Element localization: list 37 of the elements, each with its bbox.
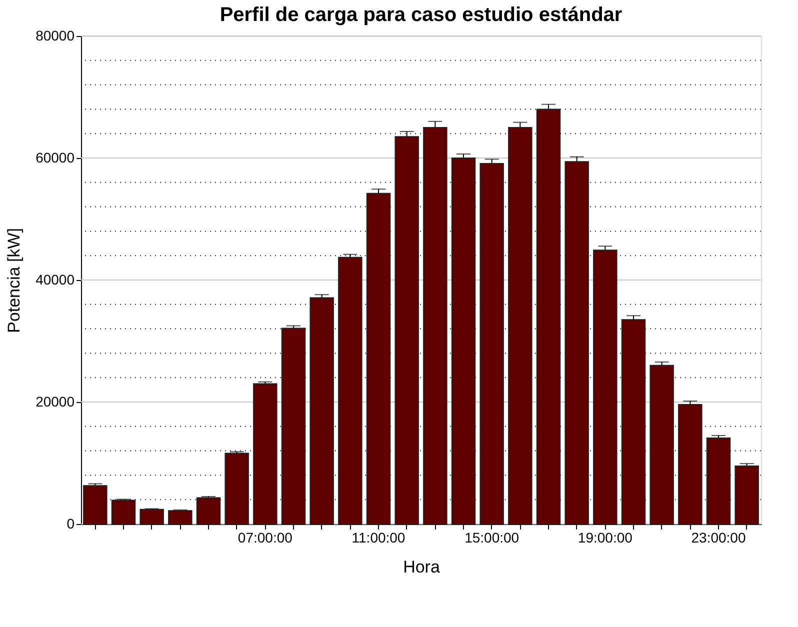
y-tick-label: 80000 (36, 28, 75, 44)
x-tick-label: 19:00:00 (578, 530, 633, 546)
bar (281, 328, 306, 524)
chart-title: Perfil de carga para caso estudio estándar (220, 4, 622, 26)
bar (140, 508, 164, 524)
x-tick-label: 15:00:00 (464, 530, 520, 546)
bar (111, 500, 136, 524)
bar (168, 510, 192, 524)
bar (423, 127, 448, 524)
bar (734, 466, 759, 524)
bar (83, 485, 108, 524)
bar (650, 364, 674, 524)
y-tick-label: 60000 (36, 150, 75, 166)
y-axis-title: Potencia [kW] (4, 228, 24, 333)
bar (593, 250, 618, 524)
bar (253, 383, 278, 524)
bar (564, 161, 589, 524)
y-tick-label: 0 (66, 516, 75, 532)
bar (621, 319, 646, 524)
bar (196, 497, 221, 524)
bar (508, 127, 532, 524)
bar (536, 108, 561, 524)
x-tick-label: 07:00:00 (238, 530, 293, 546)
bar (678, 404, 702, 524)
bar (310, 297, 334, 524)
bar (706, 437, 731, 524)
bar (451, 158, 476, 524)
bar (224, 452, 249, 524)
x-tick-label: 11:00:00 (352, 530, 406, 546)
bar (338, 256, 362, 524)
y-tick-label: 20000 (36, 394, 75, 410)
bar (480, 162, 504, 524)
bar (366, 192, 391, 524)
bar (394, 136, 419, 524)
y-tick-label: 40000 (36, 272, 75, 288)
x-axis-title: Hora (403, 558, 440, 576)
x-tick-label: 23:00:00 (691, 530, 746, 546)
